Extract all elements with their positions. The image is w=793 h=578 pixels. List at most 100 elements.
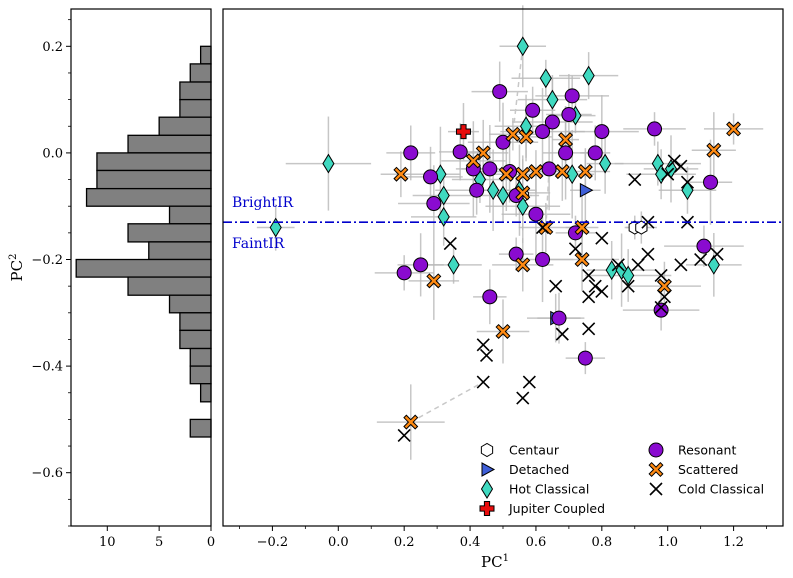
data-point [549, 279, 563, 293]
data-point [482, 161, 498, 177]
faint-ir-label: FaintIR [232, 236, 285, 252]
histogram-bar [96, 152, 212, 172]
data-point [423, 169, 439, 185]
legend-label: Scattered [678, 462, 738, 477]
data-point [487, 180, 500, 201]
legend-label: Detached [509, 462, 569, 477]
data-point [397, 428, 411, 442]
legend-marker [480, 442, 494, 458]
data-point [505, 126, 521, 142]
data-point [403, 145, 419, 161]
histogram-bar [127, 276, 212, 296]
data-point [706, 142, 722, 158]
histogram-bar [179, 312, 212, 332]
y-tick-label: 0.2 [42, 40, 63, 55]
data-point [546, 89, 559, 110]
data-point [541, 161, 557, 177]
histogram-bar [189, 418, 212, 438]
data-point [611, 258, 625, 272]
x-tick-label: 0.8 [591, 535, 612, 550]
data-point [661, 167, 675, 181]
data-point [667, 154, 681, 168]
connector-line [410, 381, 484, 423]
scatter-axes: −0.2 0.0 0.2 0.4 0.6 0.8 1.0 1.2 PC1 [222, 8, 784, 571]
data-point [674, 159, 688, 173]
data-point [680, 175, 695, 189]
data-point [508, 246, 524, 262]
data-point [588, 279, 602, 293]
data-point [654, 268, 668, 283]
y-tick-label: 0.0 [42, 146, 63, 161]
data-point [566, 164, 579, 185]
data-point [539, 68, 552, 89]
data-point [568, 242, 583, 256]
data-point [594, 124, 610, 140]
data-point [587, 145, 603, 161]
data-point [426, 196, 442, 212]
data-point [561, 107, 577, 123]
data-point [582, 268, 596, 283]
data-point [654, 300, 668, 315]
legend-marker [481, 462, 496, 477]
legend: Centaur Detached Hot Classical Jupiter Coup… [479, 442, 764, 516]
legend-marker [480, 479, 494, 499]
data-point [495, 323, 511, 339]
data-point [582, 322, 596, 336]
histogram-bar [85, 187, 212, 207]
data-point [707, 254, 720, 275]
data-point [528, 164, 544, 180]
histogram-bar [189, 63, 212, 83]
connector-line [545, 168, 550, 228]
x-tick-label: 10 [99, 535, 116, 550]
data-point [469, 182, 485, 198]
histogram-bar [189, 347, 212, 367]
legend-entry: Scattered [648, 461, 738, 478]
data-point [403, 414, 419, 430]
data-point [443, 236, 457, 251]
data-point [656, 278, 672, 294]
x-tick-label: 0.0 [328, 535, 349, 550]
x-tick-label: 0.2 [394, 535, 415, 550]
histogram-bar [75, 258, 212, 278]
y-axis-label: PC2 [8, 254, 26, 282]
data-point [455, 124, 471, 140]
x-tick-label: 1.2 [723, 535, 744, 550]
data-point [426, 273, 442, 289]
legend-entry: Cold Classical [649, 482, 764, 497]
threshold-line-group: BrightIR FaintIR [223, 195, 783, 252]
data-point [641, 247, 655, 261]
data-point [621, 279, 635, 293]
data-point [582, 290, 596, 304]
y-tick-label: −0.6 [31, 466, 63, 481]
data-point [653, 302, 669, 318]
data-point [496, 185, 510, 206]
data-point [681, 180, 694, 201]
data-point [544, 114, 560, 130]
y-axis-label-base: PC [8, 260, 26, 282]
data-point [322, 153, 335, 174]
legend-label: Cold Classical [678, 482, 764, 497]
data-point [515, 257, 531, 273]
data-point [574, 251, 590, 268]
legend-label: Jupiter Coupled [508, 501, 605, 516]
data-point [710, 247, 724, 261]
y-tick-label: −0.4 [31, 360, 63, 375]
histogram-bar [189, 365, 212, 385]
data-point [703, 174, 719, 190]
data-point [558, 145, 574, 161]
legend-marker [648, 442, 664, 458]
data-point [555, 327, 569, 341]
data-point [694, 252, 708, 267]
histogram-bar [148, 241, 212, 261]
scatter-error-bars [256, 5, 764, 460]
legend-label: Resonant [678, 443, 736, 458]
data-point [577, 164, 593, 180]
histogram-bar [127, 134, 212, 154]
y-axis-label-sup: 2 [8, 254, 19, 260]
data-point [535, 252, 551, 268]
legend-marker [479, 501, 495, 516]
histogram-bars [75, 45, 212, 438]
x-axis-label-sup: 1 [503, 553, 509, 564]
data-point [726, 121, 742, 137]
